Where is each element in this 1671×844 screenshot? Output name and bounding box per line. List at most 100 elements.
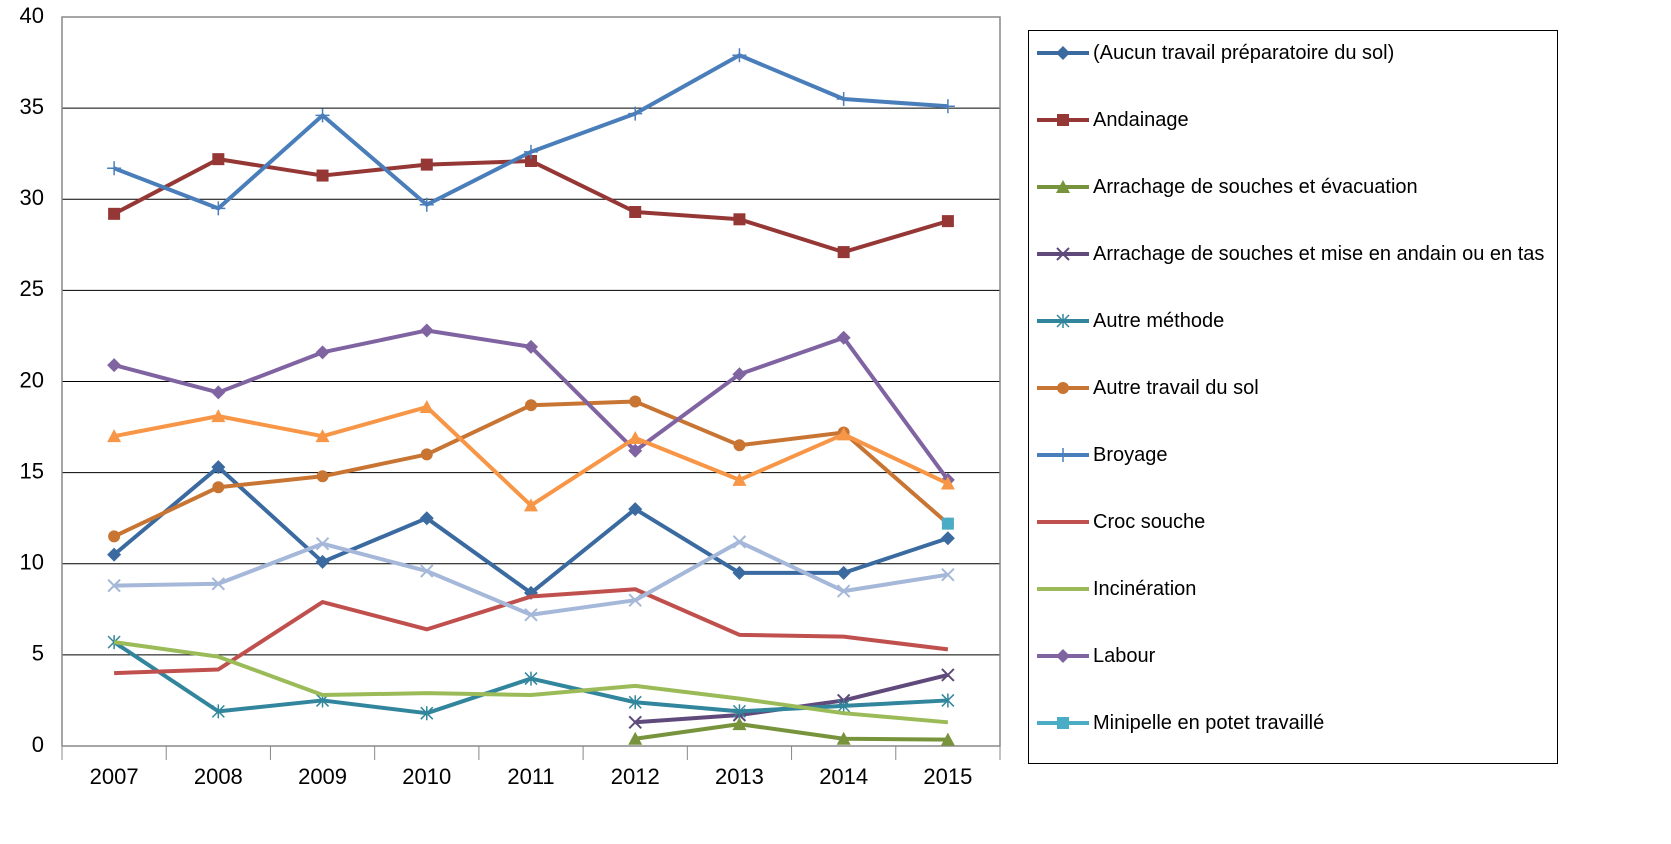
y-tick-label: 20 xyxy=(20,367,44,392)
marker xyxy=(837,246,850,259)
marker xyxy=(211,704,225,719)
legend-swatch xyxy=(1037,180,1089,193)
legend-label: Labour xyxy=(1093,645,1156,667)
legend-swatch xyxy=(1037,382,1089,394)
marker xyxy=(732,704,746,719)
series-line xyxy=(634,722,948,742)
legend-label: Arrachage de souches et mise en andain o… xyxy=(1093,243,1545,265)
marker xyxy=(836,330,851,345)
marker xyxy=(628,593,642,607)
marker xyxy=(108,207,121,220)
marker xyxy=(941,215,954,228)
marker xyxy=(941,668,955,682)
legend-label: Arrachage de souches et évacuation xyxy=(1093,176,1418,198)
marker xyxy=(733,213,746,226)
marker xyxy=(1056,247,1070,261)
x-tick-label: 2008 xyxy=(194,764,243,789)
y-tick-label: 30 xyxy=(20,185,44,210)
marker xyxy=(316,470,329,483)
marker xyxy=(420,158,433,171)
marker xyxy=(211,409,226,423)
marker xyxy=(940,531,955,546)
x-tick-label: 2010 xyxy=(402,764,451,789)
marker xyxy=(524,608,538,622)
marker xyxy=(1057,717,1069,729)
legend-swatch xyxy=(1037,114,1089,126)
marker xyxy=(732,535,747,549)
marker xyxy=(107,578,121,593)
legend-label: Incinération xyxy=(1093,578,1197,600)
marker xyxy=(1056,46,1070,60)
marker xyxy=(1056,314,1070,328)
marker xyxy=(732,472,747,486)
x-tick-label: 2015 xyxy=(923,764,972,789)
marker xyxy=(1057,114,1069,126)
legend-swatch xyxy=(1037,314,1089,328)
legend-label: Andainage xyxy=(1093,109,1189,131)
legend-label: Autre travail du sol xyxy=(1093,377,1259,399)
marker xyxy=(628,430,643,444)
marker xyxy=(1057,382,1069,394)
legend-label: Broyage xyxy=(1093,444,1168,466)
plot-border xyxy=(61,16,1001,747)
marker xyxy=(211,201,226,216)
y-tick-label: 15 xyxy=(20,458,44,483)
marker xyxy=(525,154,537,167)
x-tick-label: 2011 xyxy=(507,764,554,789)
marker xyxy=(732,48,747,63)
marker xyxy=(1056,448,1070,462)
marker xyxy=(941,567,955,582)
marker xyxy=(836,584,851,598)
marker xyxy=(524,144,538,159)
marker xyxy=(420,706,434,721)
marker xyxy=(836,565,851,580)
legend-swatch xyxy=(1037,587,1089,591)
marker xyxy=(419,197,434,212)
marker xyxy=(940,476,955,490)
marker xyxy=(629,395,642,408)
marker xyxy=(940,99,955,114)
legend-label: Minipelle en potet travaillé xyxy=(1093,712,1325,734)
marker xyxy=(211,460,226,475)
marker xyxy=(628,695,642,710)
marker xyxy=(107,635,121,650)
marker xyxy=(524,498,538,512)
marker xyxy=(524,339,538,354)
legend-swatch xyxy=(1037,448,1089,462)
marker xyxy=(733,439,746,452)
marker xyxy=(628,715,642,730)
marker xyxy=(1056,649,1070,663)
y-tick-label: 40 xyxy=(20,3,44,28)
marker xyxy=(107,547,122,562)
series-line xyxy=(114,539,949,617)
marker xyxy=(315,108,330,123)
marker xyxy=(419,400,434,414)
chart: 0 5 10 15 20 25 30 35 40 2007 2008 2009 2010 2011 2012… xyxy=(20,3,1001,789)
series-line xyxy=(113,640,949,725)
x-tick-label: 2012 xyxy=(611,764,660,789)
series-line xyxy=(635,672,949,725)
y-tick-label: 25 xyxy=(20,276,44,301)
marker xyxy=(107,161,122,176)
y-tick-label: 35 xyxy=(20,94,44,119)
legend-swatch xyxy=(1037,46,1089,60)
marker xyxy=(628,731,643,745)
y-tick-label: 0 xyxy=(32,732,44,757)
marker xyxy=(315,536,330,551)
marker xyxy=(420,564,434,578)
marker xyxy=(836,92,851,107)
legend-swatch xyxy=(1037,649,1089,663)
y-tick-label: 10 xyxy=(20,550,44,575)
series-line xyxy=(114,587,949,676)
marker xyxy=(107,358,122,373)
legend: (Aucun travail préparatoire du sol) Andai… xyxy=(1028,30,1558,764)
series-line xyxy=(113,405,949,508)
x-tick-label: 2014 xyxy=(819,764,868,789)
marker xyxy=(524,671,538,686)
marker xyxy=(212,153,225,166)
legend-swatch xyxy=(1037,247,1089,261)
marker xyxy=(525,399,537,412)
marker xyxy=(108,530,121,543)
series-line xyxy=(113,157,949,255)
